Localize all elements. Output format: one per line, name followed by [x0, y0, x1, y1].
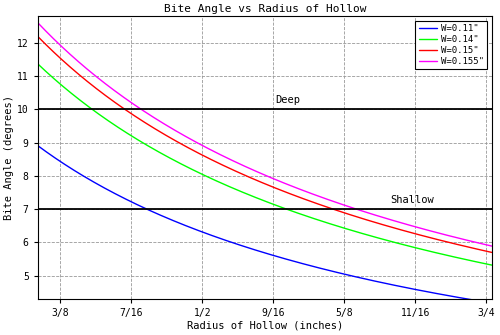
W=0.15"	[324, 205, 330, 209]
W=0.14"	[310, 216, 316, 220]
W=0.155"	[62, 48, 68, 52]
Title: Bite Angle vs Radius of Hollow: Bite Angle vs Radius of Hollow	[164, 4, 366, 14]
W=0.11"	[62, 163, 68, 167]
W=0.15"	[310, 200, 316, 204]
W=0.155"	[426, 228, 432, 232]
W=0.14"	[298, 212, 304, 216]
W=0.155"	[298, 188, 304, 192]
W=0.15"	[489, 251, 495, 255]
W=0.11"	[34, 144, 40, 148]
Text: Deep: Deep	[275, 95, 300, 106]
W=0.11"	[426, 290, 432, 294]
W=0.15"	[298, 196, 304, 200]
W=0.14"	[379, 237, 385, 241]
W=0.155"	[489, 244, 495, 248]
Legend: W=0.11", W=0.14", W=0.15", W=0.155": W=0.11", W=0.14", W=0.15", W=0.155"	[416, 21, 488, 69]
W=0.15"	[426, 235, 432, 239]
W=0.14"	[62, 86, 68, 90]
W=0.11"	[379, 281, 385, 285]
Line: W=0.155": W=0.155"	[38, 23, 492, 246]
W=0.11"	[298, 261, 304, 265]
W=0.14"	[426, 249, 432, 253]
W=0.11"	[489, 301, 495, 305]
W=0.15"	[62, 61, 68, 65]
W=0.14"	[324, 221, 330, 225]
Line: W=0.14": W=0.14"	[38, 64, 492, 265]
X-axis label: Radius of Hollow (inches): Radius of Hollow (inches)	[186, 321, 343, 331]
W=0.155"	[379, 215, 385, 219]
W=0.155"	[324, 197, 330, 201]
W=0.11"	[324, 268, 330, 272]
W=0.14"	[34, 62, 40, 66]
W=0.155"	[310, 192, 316, 196]
W=0.15"	[379, 222, 385, 226]
W=0.14"	[489, 263, 495, 267]
W=0.15"	[34, 35, 40, 39]
Line: W=0.11": W=0.11"	[38, 146, 492, 303]
W=0.11"	[310, 264, 316, 268]
Line: W=0.15": W=0.15"	[38, 37, 492, 253]
Y-axis label: Bite Angle (degrees): Bite Angle (degrees)	[4, 95, 14, 220]
Text: Shallow: Shallow	[390, 195, 434, 205]
W=0.155"	[34, 21, 40, 25]
